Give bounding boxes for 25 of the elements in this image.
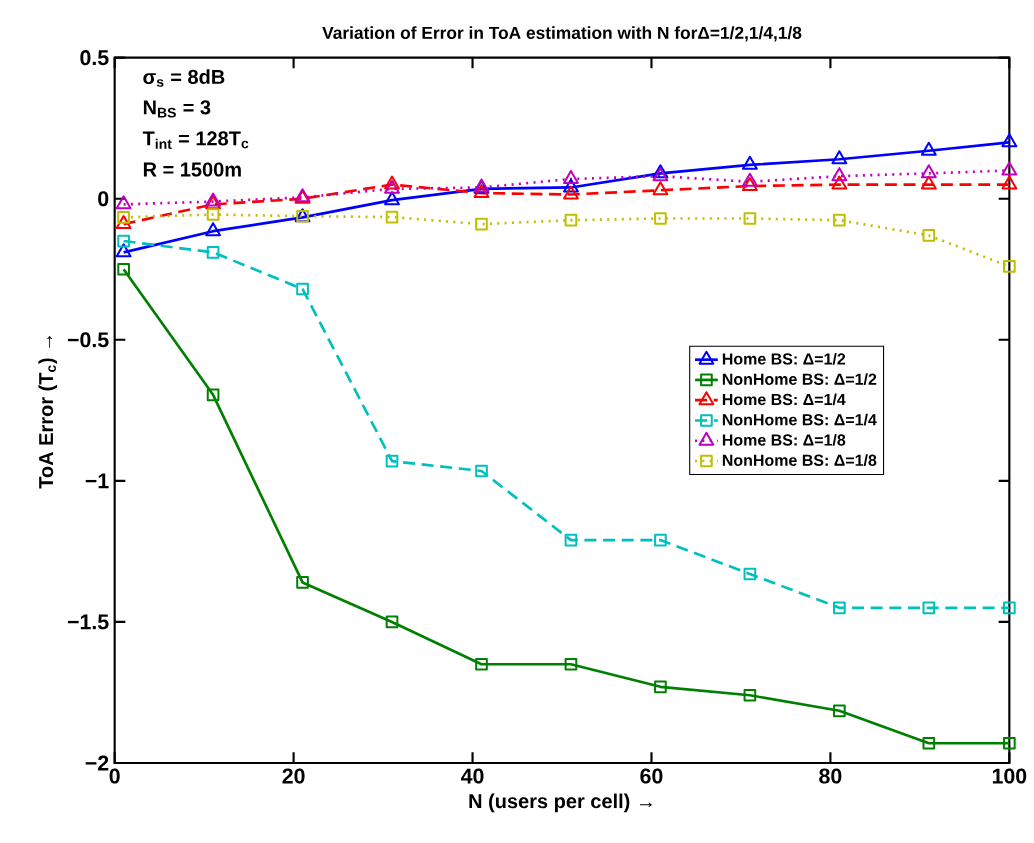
y-tick-label: −1 [85, 473, 109, 489]
legend-label: NonHome BS: Δ=1/8 [722, 454, 877, 467]
annotation: σ$_{s}$ = 8dB [143, 69, 225, 87]
legend-label: NonHome BS: Δ=1/2 [722, 373, 877, 386]
legend-label: Home BS: Δ=1/2 [722, 352, 846, 365]
x-tick-label: 40 [460, 768, 484, 784]
x-tick-label: 100 [992, 768, 1027, 784]
annotation: T$_{int}$ = 128T$_{c}$ [142, 131, 249, 149]
y-tick-label: 0.5 [80, 50, 109, 66]
y-axis-title: ToA Error (T$_{c}$) → [38, 335, 58, 489]
x-tick-label: 20 [282, 768, 305, 784]
y-tick-label: −2 [85, 755, 109, 771]
x-tick-label: 0 [109, 768, 120, 784]
chart-title: Variation of Error in ToA estimation with N forΔ=1/2,1/4,1/8 [322, 26, 802, 42]
y-tick-label: 0 [98, 191, 109, 207]
x-axis-title: N (users per cell) → [469, 793, 652, 813]
legend-label: Home BS: Δ=1/8 [722, 433, 846, 446]
annotation: R = 1500m [143, 162, 241, 177]
annotation: N$_{BS}$ = 3 [143, 100, 211, 118]
y-tick-label: −0.5 [67, 332, 109, 348]
legend-label: Home BS: Δ=1/4 [722, 393, 846, 406]
legend-label: NonHome BS: Δ=1/4 [722, 413, 877, 426]
x-tick-label: 80 [819, 768, 842, 784]
x-tick-label: 60 [640, 768, 663, 784]
y-tick-label: −1.5 [67, 614, 109, 630]
